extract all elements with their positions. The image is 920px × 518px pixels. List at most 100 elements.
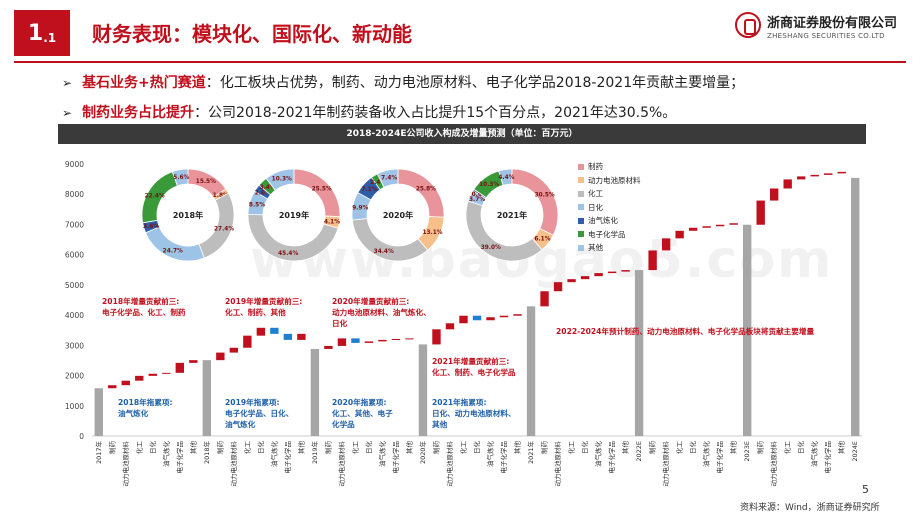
bullet-1-heading: 基石业务+热门赛道 — [82, 75, 206, 91]
pie-slice-label: 7.4% — [381, 176, 397, 182]
pie-slice — [376, 168, 399, 188]
x-tick-label: 日化 — [256, 441, 265, 455]
increase-bar — [553, 282, 563, 292]
increase-bar — [810, 174, 819, 177]
pie-slice — [511, 168, 559, 236]
x-tick-label: 制药 — [215, 441, 224, 455]
x-tick-label: 化工 — [567, 441, 576, 455]
arrow-bullet-icon: ➢ — [62, 76, 73, 90]
chart-annotation: 2018年增量贡献前三: 电子化学品、化工、制药 — [102, 297, 186, 317]
x-tick-label: 动力电池原材料 — [769, 441, 778, 487]
bullet-2-heading: 制药业务占比提升 — [82, 105, 195, 121]
pie-year-label: 2018年 — [173, 210, 203, 220]
x-tick-label: 其他 — [404, 441, 413, 455]
decrease-bar — [270, 327, 279, 334]
x-tick-label: 电子化学品 — [391, 441, 400, 474]
x-tick-label: 2020年 — [418, 441, 427, 465]
increase-bar — [378, 339, 387, 342]
x-tick-label: 化工 — [675, 441, 684, 455]
pie-slice-label: 10.3% — [272, 177, 292, 183]
y-tick-label: 4000 — [65, 311, 84, 320]
chart-annotation: 2021年增量贡献前三: 化工、制药、电子化学品 — [432, 357, 516, 377]
pie-slice-label: 0.6% — [472, 192, 488, 198]
legend-item: 电子化学品 — [578, 228, 641, 242]
x-tick-label: 2022E — [635, 441, 643, 462]
legend-label: 油气炼化 — [588, 216, 618, 226]
pie-slice-label: 9.9% — [352, 205, 368, 211]
increase-bar — [702, 226, 711, 228]
pie-slice — [265, 168, 295, 191]
pie-slice-label: 6.1% — [534, 237, 550, 243]
x-tick-label: 油气炼化 — [702, 441, 711, 468]
increase-bar — [621, 270, 630, 272]
pie-slice-label: 2.4% — [370, 180, 386, 186]
increase-bar — [486, 317, 495, 321]
page-number: 5 — [862, 483, 869, 496]
increase-bar — [661, 238, 671, 251]
x-tick-label: 其他 — [296, 441, 305, 455]
x-tick-label: 动力电池原材料 — [337, 441, 346, 487]
x-tick-label: 其他 — [837, 441, 846, 455]
increase-bar — [364, 341, 374, 343]
chart-annotation: 2021年拖累项: 日化、动力电池原材料、 其他 — [432, 398, 516, 429]
pie-slice-label: 13.1% — [422, 230, 442, 236]
x-tick-label: 动力电池原材料 — [445, 441, 454, 487]
pie-slice-label: 8.5% — [249, 202, 265, 208]
x-tick-label: 2024E — [851, 441, 859, 462]
arrow-bullet-icon: ➢ — [62, 106, 73, 120]
increase-bar — [148, 373, 157, 376]
total-bar — [526, 306, 536, 436]
decrease-bar — [351, 338, 360, 343]
pie-slice-label: 1.8% — [213, 193, 229, 199]
x-tick-label: 电子化学品 — [607, 441, 616, 474]
x-tick-label: 制药 — [648, 441, 657, 455]
pie-slice-label: 24.7% — [163, 248, 183, 254]
x-tick-label: 电子化学品 — [715, 441, 724, 474]
increase-bar — [324, 345, 333, 349]
pie-slice-label: 25.5% — [312, 186, 332, 192]
increase-bar — [297, 333, 306, 340]
x-tick-label: 电子化学品 — [823, 441, 832, 474]
x-tick-label: 2018年 — [202, 441, 211, 465]
chart-annotation: 2020年拖累项: 化工、其他、电子 化学品 — [332, 398, 393, 429]
legend-item: 化工 — [578, 187, 641, 201]
x-tick-label: 其他 — [188, 441, 197, 455]
pie-slice-label: 34.4% — [374, 249, 394, 255]
chart-annotation: 2019年拖累项: 电子化学品、日化、 油气炼化 — [225, 398, 294, 429]
increase-bar — [391, 338, 401, 340]
section-number: 1 — [27, 20, 44, 46]
x-tick-label: 电子化学品 — [499, 441, 508, 474]
y-tick-label: 6000 — [65, 251, 84, 260]
increase-bar — [824, 173, 833, 175]
pie-legend: 制药 动力电池原材料 化工 日化 油气炼化 电子化学品 其他 — [578, 160, 641, 255]
legend-swatch — [578, 244, 584, 251]
logo-company-name: 浙商证券股份有限公司 — [767, 16, 898, 31]
x-tick-label: 动力电池原材料 — [121, 441, 130, 487]
chart-annotation: 2020年增量贡献前三: 动力电池原材料、油气炼化、 日化 — [332, 297, 431, 328]
increase-bar — [121, 380, 130, 386]
increase-bar — [607, 271, 617, 274]
x-tick-label: 油气炼化 — [594, 441, 603, 468]
increase-bar — [797, 176, 806, 180]
x-tick-label: 2021年 — [526, 441, 535, 465]
legend-swatch — [578, 190, 584, 197]
y-tick-label: 5000 — [65, 281, 84, 290]
x-tick-label: 动力电池原材料 — [553, 441, 562, 487]
legend-swatch — [578, 231, 584, 238]
increase-bar — [459, 315, 468, 324]
increase-bar — [580, 276, 590, 280]
increase-bar — [594, 273, 603, 277]
increase-bar — [337, 338, 347, 346]
pie-year-label: 2020年 — [383, 210, 413, 220]
increase-bar — [513, 314, 522, 316]
increase-bar — [175, 362, 184, 373]
page-title: 财务表现：模块化、国际化、新动能 — [92, 22, 412, 46]
x-tick-label: 2017年 — [94, 441, 103, 465]
x-tick-label: 化工 — [134, 441, 143, 455]
legend-label: 日化 — [588, 202, 603, 212]
x-tick-label: 2019年 — [310, 441, 319, 465]
pie-slice — [498, 168, 513, 186]
increase-bar — [837, 171, 846, 174]
x-tick-label: 制药 — [107, 441, 116, 455]
decrease-bar — [283, 333, 293, 340]
